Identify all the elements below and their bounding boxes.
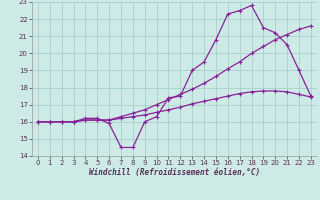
X-axis label: Windchill (Refroidissement éolien,°C): Windchill (Refroidissement éolien,°C) xyxy=(89,168,260,177)
